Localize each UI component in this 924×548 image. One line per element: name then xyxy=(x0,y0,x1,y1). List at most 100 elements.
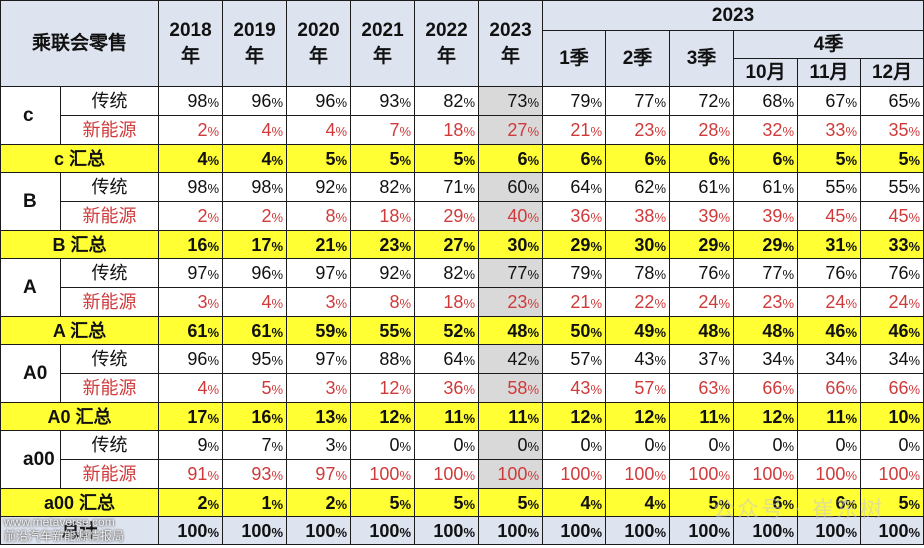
percent-sign: % xyxy=(718,353,731,368)
nev-share-cell: 27% xyxy=(478,115,544,145)
cell-value: 55 xyxy=(379,320,400,341)
percent-sign: % xyxy=(207,353,220,368)
cell-value: 6 xyxy=(835,492,846,513)
cell-value: 82 xyxy=(443,91,464,111)
percent-sign: % xyxy=(845,353,858,368)
traditional-share-cell: 34% xyxy=(797,344,862,374)
percent-sign: % xyxy=(463,210,476,225)
percent-sign: % xyxy=(590,496,603,512)
percent-sign: % xyxy=(782,524,795,540)
percent-sign: % xyxy=(590,524,603,540)
summary-cell: 5% xyxy=(860,144,924,173)
cell-value: 27 xyxy=(507,120,528,140)
percent-sign: % xyxy=(590,439,603,454)
cell-value: 66 xyxy=(888,378,909,398)
cell-value: 100 xyxy=(624,520,655,541)
cell-value: 5 xyxy=(898,492,909,513)
total-row: 总计 100% 100% 100% 100% 100% 100% 100% 100% 100% 10… xyxy=(0,516,924,545)
percent-sign: % xyxy=(527,181,540,196)
percent-sign: % xyxy=(590,410,603,426)
percent-sign: % xyxy=(718,267,731,282)
cell-value: 11 xyxy=(444,406,464,427)
nev-share-cell: 66% xyxy=(860,373,924,403)
cell-value: 13 xyxy=(315,406,336,427)
cell-value: 55 xyxy=(888,177,909,197)
traditional-share-cell: 0% xyxy=(542,430,607,460)
cell-value: 0 xyxy=(835,435,846,455)
percent-sign: % xyxy=(271,324,284,340)
percent-sign: % xyxy=(590,468,603,483)
percent-sign: % xyxy=(654,324,667,340)
percent-sign: % xyxy=(399,181,412,196)
percent-sign: % xyxy=(718,468,731,483)
summary-row: B 汇总 16% 17% 21% 23% 27% 30% 29% 30% 29% 29% 31% 33% xyxy=(0,230,924,259)
cell-value: 4 xyxy=(261,292,272,312)
percent-sign: % xyxy=(718,382,731,397)
percent-sign: % xyxy=(654,439,667,454)
cell-value: 100 xyxy=(688,520,719,541)
cell-value: 96 xyxy=(251,91,272,111)
nev-label: 新能源 xyxy=(59,287,160,317)
percent-sign: % xyxy=(845,296,858,311)
percent-sign: % xyxy=(718,124,731,139)
traditional-share-cell: 82% xyxy=(414,86,480,116)
percent-sign: % xyxy=(527,524,540,540)
cell-value: 4 xyxy=(261,148,272,169)
traditional-share-cell: 57% xyxy=(542,344,607,374)
nev-share-cell: 100% xyxy=(414,459,480,489)
traditional-label: 传统 xyxy=(59,258,160,288)
percent-sign: % xyxy=(782,353,795,368)
percent-sign: % xyxy=(527,496,540,512)
cell-value: 2 xyxy=(197,120,208,140)
nev-share-cell: 21% xyxy=(542,287,607,317)
cell-value: 24 xyxy=(698,292,719,312)
traditional-share-cell: 3% xyxy=(286,430,352,460)
year-header: 2018 年 xyxy=(158,0,224,87)
cell-value: 100 xyxy=(433,520,464,541)
nev-share-cell: 24% xyxy=(860,287,924,317)
nev-share-cell: 3% xyxy=(286,287,352,317)
month-header: 12月 xyxy=(860,58,924,87)
percent-sign: % xyxy=(782,152,795,168)
cell-value: 30 xyxy=(507,234,528,255)
cell-value: 23 xyxy=(762,292,783,312)
percent-sign: % xyxy=(718,524,731,540)
cell-value: 6 xyxy=(708,148,719,169)
cell-value: 100 xyxy=(369,464,400,484)
percent-sign: % xyxy=(207,296,220,311)
summary-label: A0 汇总 xyxy=(0,402,160,431)
traditional-share-cell: 96% xyxy=(222,86,288,116)
percent-sign: % xyxy=(718,324,731,340)
traditional-share-cell: 34% xyxy=(860,344,924,374)
percent-sign: % xyxy=(590,238,603,254)
summary-cell: 100% xyxy=(350,516,416,545)
cell-value: 38 xyxy=(634,206,655,226)
nev-share-cell: 100% xyxy=(350,459,416,489)
traditional-row: A 传统 97% 96% 97% 92% 82% 77% 79% 78% 76% 77% 76% 76% xyxy=(0,258,924,317)
cell-value: 29 xyxy=(443,206,464,226)
percent-sign: % xyxy=(271,267,284,282)
cell-value: 82 xyxy=(443,263,464,283)
cell-value: 3 xyxy=(325,378,336,398)
cell-value: 0 xyxy=(389,435,400,455)
cell-value: 5 xyxy=(389,492,400,513)
summary-cell: 2% xyxy=(286,488,352,517)
cell-value: 48 xyxy=(762,320,783,341)
percent-sign: % xyxy=(654,353,667,368)
cell-value: 45 xyxy=(825,206,846,226)
percent-sign: % xyxy=(207,152,220,168)
nev-share-cell: 100% xyxy=(733,459,799,489)
cell-value: 63 xyxy=(698,378,719,398)
cell-value: 23 xyxy=(379,234,400,255)
cell-value: 46 xyxy=(825,320,846,341)
percent-sign: % xyxy=(782,410,795,426)
percent-sign: % xyxy=(590,152,603,168)
cell-value: 21 xyxy=(570,120,591,140)
traditional-share-cell: 37% xyxy=(669,344,735,374)
traditional-share-cell: 71% xyxy=(414,172,480,202)
percent-sign: % xyxy=(654,267,667,282)
nev-share-cell: 4% xyxy=(222,115,288,145)
summary-cell: 100% xyxy=(222,516,288,545)
traditional-share-cell: 98% xyxy=(222,172,288,202)
percent-sign: % xyxy=(463,296,476,311)
